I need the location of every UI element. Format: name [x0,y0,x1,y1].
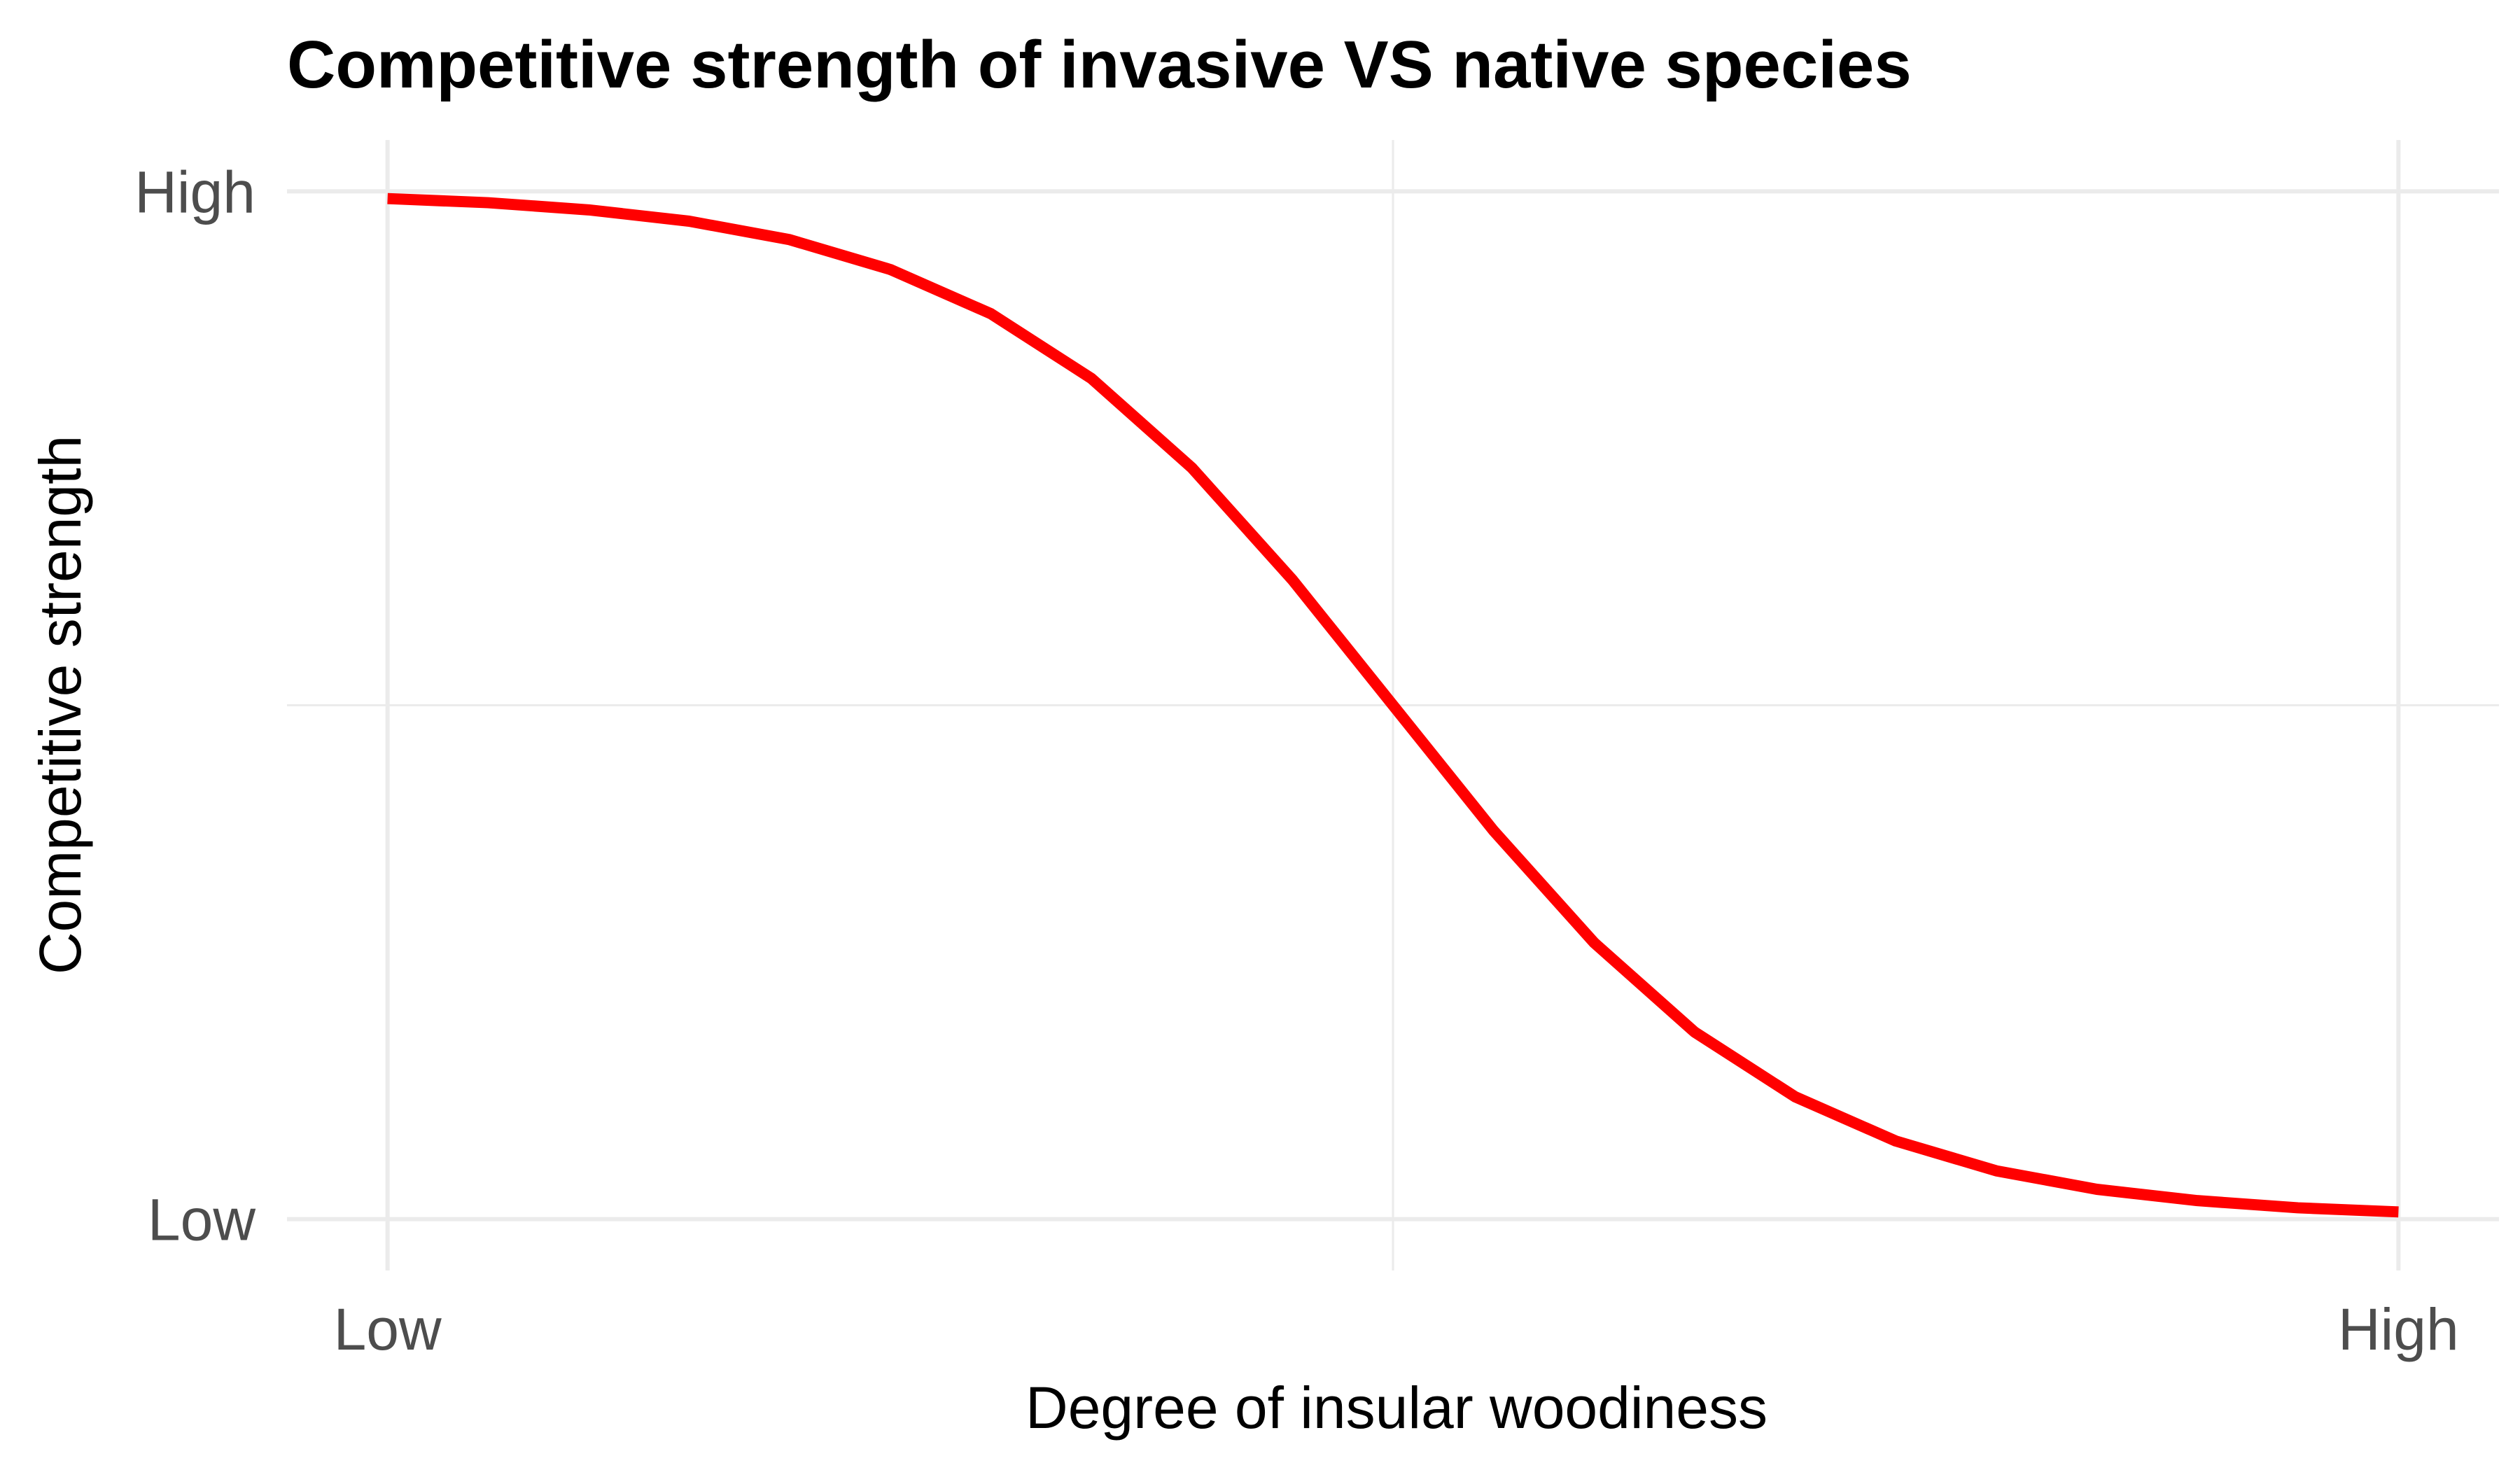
y-axis-label: Competitive strength [27,435,93,974]
x-tick-label: Low [334,1296,442,1362]
series-line [387,192,2399,1218]
tick-labels: Low High Low High [134,159,2459,1362]
y-tick-label: Low [148,1187,255,1253]
x-tick-label: High [2338,1296,2459,1362]
y-tick-label: High [134,159,255,225]
series [387,192,2399,1218]
x-axis-label: Degree of insular woodiness [1026,1375,1768,1441]
grid [287,140,2499,1270]
chart-title: Competitive strength of invasive VS nati… [287,27,1912,102]
